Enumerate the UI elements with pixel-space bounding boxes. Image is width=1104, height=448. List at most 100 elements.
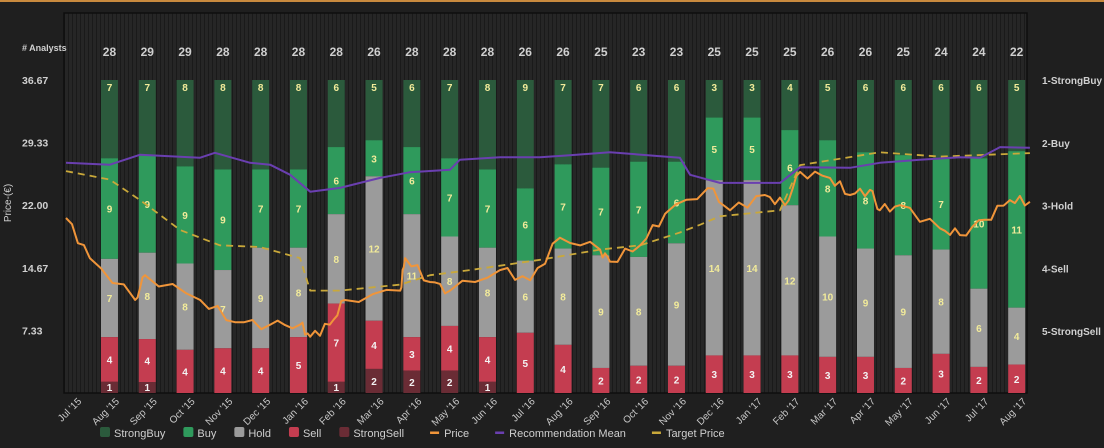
bar-segment-value-label: 7 — [598, 83, 604, 94]
analyst-count-label: 26 — [859, 45, 873, 59]
x-axis-tick-label: Jan '17 — [734, 396, 765, 427]
bar-segment-sell — [138, 339, 156, 383]
x-axis-tick-label: Mar '16 — [355, 396, 386, 427]
bar-segment-hold — [327, 214, 345, 304]
x-axis-tick-label: Apr '17 — [848, 396, 878, 426]
bar-segment-value-label: 6 — [900, 83, 906, 94]
bar-segment-value-label: 6 — [674, 83, 680, 94]
bar-segment-value-label: 3 — [825, 371, 831, 382]
bar-segment-hold — [441, 236, 459, 326]
x-axis-tick-label: Jul '17 — [963, 396, 991, 424]
bar-segment-value-label: 8 — [220, 83, 226, 94]
bar-segment-value-label: 4 — [371, 341, 377, 352]
bar-segment-strongbuy — [327, 80, 345, 148]
bar-segment-buy — [138, 155, 156, 253]
x-axis-tick-label: Aug '17 — [998, 396, 1030, 428]
legend-line-swatch — [651, 431, 661, 434]
bar-segment-value-label: 11 — [1011, 225, 1022, 236]
bar-segment-buy — [478, 169, 496, 248]
bar-segment-value-label: 8 — [485, 288, 491, 299]
bar-segment-sell — [100, 337, 118, 382]
bar-segment-value-label: 9 — [220, 216, 226, 227]
bar-segment-value-label: 1 — [107, 383, 113, 394]
analyst-count-label: 28 — [254, 45, 268, 59]
bar-segment-hold — [176, 263, 194, 350]
bar-segment-strongsell — [478, 381, 496, 393]
bar-segment-value-label: 8 — [144, 292, 150, 303]
bar-segment-value-label: 9 — [182, 211, 188, 222]
bar-segment-value-label: 14 — [709, 264, 721, 275]
bar-segment-hold — [856, 248, 874, 357]
bar-segment-strongbuy — [781, 80, 799, 131]
bar-segment-value-label: 2 — [598, 376, 604, 387]
analyst-count-label: 28 — [330, 45, 344, 59]
bar-segment-value-label: 2 — [447, 378, 453, 389]
bar-segment-value-label: 14 — [747, 264, 759, 275]
left-axis-tick-label: 29.33 — [22, 138, 48, 150]
x-axis-tick-label: Oct '15 — [168, 396, 198, 426]
bar-segment-strongbuy — [100, 80, 118, 159]
bar-segment-buy — [630, 161, 648, 257]
x-axis-tick-label: Aug '16 — [544, 396, 576, 428]
legend-swatch-strongsell — [339, 427, 350, 437]
bar-segment-sell — [970, 366, 988, 393]
bar-segment-hold — [289, 247, 307, 338]
bar-segment-value-label: 8 — [296, 288, 302, 299]
bar-segment-value-label: 2 — [636, 375, 642, 386]
bar-segment-buy — [592, 167, 610, 256]
bar-segment-sell — [554, 344, 572, 393]
legend-label: Recommendation Mean — [509, 428, 626, 440]
analyst-count-label: 25 — [594, 45, 608, 59]
bar-segment-value-label: 6 — [787, 164, 793, 175]
bar-segment-value-label: 6 — [863, 83, 869, 94]
analyst-count-label: 28 — [292, 45, 306, 59]
bar-segment-strongbuy — [214, 80, 232, 170]
bar-segment-sell — [176, 349, 194, 393]
bar-segment-value-label: 8 — [485, 83, 491, 94]
bar-segment-value-label: 4 — [1014, 332, 1020, 343]
x-axis-tick-label: Apr '16 — [394, 396, 424, 426]
bar-segment-value-label: 8 — [938, 298, 944, 309]
bar-segment-value-label: 8 — [560, 293, 566, 304]
bar-segment-value-label: 10 — [973, 219, 985, 230]
bar-segment-value-label: 6 — [636, 83, 642, 94]
x-axis-tick-label: Jul '15 — [56, 396, 84, 424]
x-axis-tick-label: Sep '15 — [128, 396, 160, 428]
analysts-row-label: # Analysts — [22, 43, 67, 53]
bar-segment-value-label: 3 — [787, 370, 793, 381]
x-axis-tick-label: Oct '16 — [621, 396, 651, 426]
x-axis-tick-label: Nov '15 — [204, 396, 236, 428]
bar-segment-buy — [970, 158, 988, 289]
bar-segment-value-label: 8 — [333, 255, 339, 266]
bar-segment-strongbuy — [252, 80, 270, 170]
left-axis-tick-label: 7.33 — [22, 325, 43, 337]
bar-segment-sell — [819, 356, 837, 393]
bar-segment-hold — [743, 180, 761, 356]
x-axis-tick-label: Jun '17 — [923, 396, 954, 427]
bar-segment-value-label: 7 — [938, 200, 944, 211]
right-axis-tick-label: 3-Hold — [1042, 202, 1073, 213]
bar-segment-buy — [516, 188, 534, 261]
bar-segment-value-label: 9 — [900, 308, 906, 319]
bar-segment-value-label: 1 — [333, 383, 339, 394]
bar-segment-value-label: 2 — [976, 376, 982, 387]
analyst-count-label: 25 — [745, 45, 759, 59]
bar-segment-strongsell — [100, 381, 118, 393]
bar-segment-strongsell — [365, 368, 383, 393]
bar-segment-value-label: 9 — [522, 83, 528, 94]
bar-segment-value-label: 3 — [711, 83, 717, 94]
target-price-line — [65, 151, 1030, 292]
bar-segment-sell — [403, 337, 421, 371]
x-axis-tick-label: Dec '15 — [242, 396, 274, 428]
bar-segment-value-label: 4 — [220, 367, 226, 378]
bar-segment-value-label: 6 — [522, 220, 528, 231]
bar-segment-value-label: 7 — [598, 207, 604, 218]
bar-segment-value-label: 9 — [258, 294, 264, 305]
legend-label: Price — [444, 428, 469, 440]
bar-segment-value-label: 9 — [107, 205, 113, 216]
bar-segment-value-label: 3 — [409, 350, 415, 361]
x-axis-tick-label: Dec '16 — [695, 396, 727, 428]
legend-line-swatch — [430, 431, 440, 434]
analyst-count-label: 25 — [708, 45, 722, 59]
recommendation-mean-line — [65, 146, 1030, 193]
